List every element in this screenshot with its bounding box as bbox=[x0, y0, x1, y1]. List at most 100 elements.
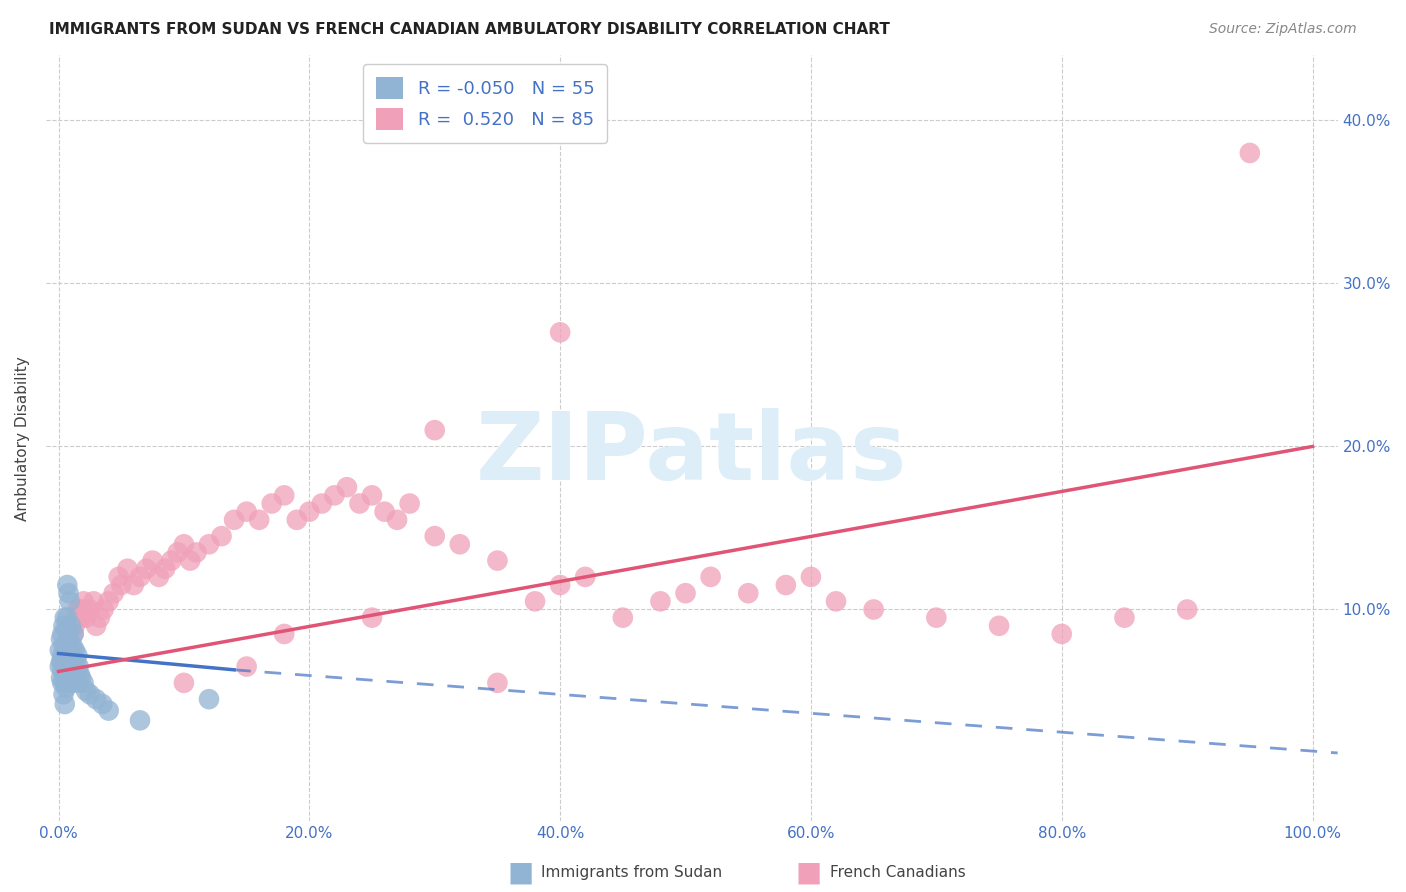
Point bbox=[398, 496, 420, 510]
Point bbox=[51, 676, 73, 690]
Point bbox=[62, 659, 84, 673]
Point bbox=[51, 627, 73, 641]
Point bbox=[67, 610, 90, 624]
Point bbox=[66, 648, 89, 662]
Point bbox=[385, 513, 408, 527]
Point bbox=[49, 671, 72, 685]
Point bbox=[361, 488, 384, 502]
Point bbox=[63, 671, 86, 685]
Point bbox=[107, 570, 129, 584]
Point bbox=[69, 667, 91, 681]
Point bbox=[93, 602, 115, 616]
Point bbox=[1175, 602, 1198, 616]
Point bbox=[273, 488, 295, 502]
Point bbox=[285, 513, 308, 527]
Point bbox=[65, 610, 87, 624]
Point bbox=[49, 659, 72, 673]
Point bbox=[524, 594, 547, 608]
Point bbox=[198, 692, 221, 706]
Point bbox=[55, 681, 77, 695]
Text: Immigrants from Sudan: Immigrants from Sudan bbox=[541, 865, 723, 880]
Text: ZIPatlas: ZIPatlas bbox=[477, 408, 907, 500]
Point bbox=[75, 610, 97, 624]
Point bbox=[67, 659, 90, 673]
Point bbox=[91, 697, 114, 711]
Point bbox=[52, 666, 75, 681]
Point bbox=[247, 513, 270, 527]
Point bbox=[60, 639, 83, 653]
Point bbox=[59, 594, 82, 608]
Point bbox=[70, 610, 93, 624]
Point bbox=[55, 643, 77, 657]
Point bbox=[72, 594, 94, 608]
Point bbox=[374, 505, 396, 519]
Point bbox=[49, 632, 72, 646]
Legend: R = -0.050   N = 55, R =  0.520   N = 85: R = -0.050 N = 55, R = 0.520 N = 85 bbox=[363, 64, 607, 143]
Point bbox=[548, 326, 571, 340]
Point bbox=[925, 610, 948, 624]
Point bbox=[52, 619, 75, 633]
Point bbox=[1239, 145, 1261, 160]
Point bbox=[84, 692, 107, 706]
Point bbox=[612, 610, 634, 624]
Point bbox=[117, 562, 139, 576]
Text: ■: ■ bbox=[796, 858, 821, 887]
Point bbox=[160, 553, 183, 567]
Point bbox=[66, 602, 89, 616]
Point bbox=[235, 659, 257, 673]
Point bbox=[1114, 610, 1136, 624]
Point bbox=[58, 586, 80, 600]
Point bbox=[49, 655, 72, 669]
Point bbox=[53, 610, 76, 624]
Point bbox=[423, 423, 446, 437]
Point bbox=[62, 627, 84, 641]
Point bbox=[173, 676, 195, 690]
Point bbox=[166, 545, 188, 559]
Text: Source: ZipAtlas.com: Source: ZipAtlas.com bbox=[1209, 22, 1357, 37]
Point bbox=[52, 648, 75, 662]
Point bbox=[235, 505, 257, 519]
Point bbox=[142, 553, 165, 567]
Text: IMMIGRANTS FROM SUDAN VS FRENCH CANADIAN AMBULATORY DISABILITY CORRELATION CHART: IMMIGRANTS FROM SUDAN VS FRENCH CANADIAN… bbox=[49, 22, 890, 37]
Point bbox=[51, 663, 73, 677]
Point bbox=[574, 570, 596, 584]
Point bbox=[60, 643, 83, 657]
Point bbox=[52, 687, 75, 701]
Point bbox=[1050, 627, 1073, 641]
Point bbox=[97, 704, 120, 718]
Point bbox=[349, 496, 371, 510]
Y-axis label: Ambulatory Disability: Ambulatory Disability bbox=[15, 356, 30, 521]
Point bbox=[72, 602, 94, 616]
Point bbox=[486, 676, 509, 690]
Point bbox=[63, 643, 86, 657]
Point bbox=[52, 639, 75, 653]
Point bbox=[65, 655, 87, 669]
Point bbox=[361, 610, 384, 624]
Point bbox=[103, 586, 125, 600]
Point bbox=[988, 619, 1011, 633]
Point bbox=[336, 480, 359, 494]
Point bbox=[70, 671, 93, 685]
Point bbox=[58, 655, 80, 669]
Point bbox=[56, 578, 79, 592]
Point bbox=[650, 594, 672, 608]
Point bbox=[179, 553, 201, 567]
Point bbox=[59, 622, 82, 636]
Point bbox=[122, 578, 145, 592]
Point bbox=[58, 676, 80, 690]
Point bbox=[486, 553, 509, 567]
Point bbox=[273, 627, 295, 641]
Point bbox=[737, 586, 759, 600]
Point bbox=[173, 537, 195, 551]
Point bbox=[800, 570, 823, 584]
Text: French Canadians: French Canadians bbox=[830, 865, 966, 880]
Point bbox=[211, 529, 233, 543]
Text: ■: ■ bbox=[508, 858, 533, 887]
Point bbox=[548, 578, 571, 592]
Point bbox=[63, 619, 86, 633]
Point bbox=[84, 619, 107, 633]
Point bbox=[323, 488, 346, 502]
Point bbox=[60, 676, 83, 690]
Point bbox=[79, 602, 101, 616]
Point bbox=[148, 570, 170, 584]
